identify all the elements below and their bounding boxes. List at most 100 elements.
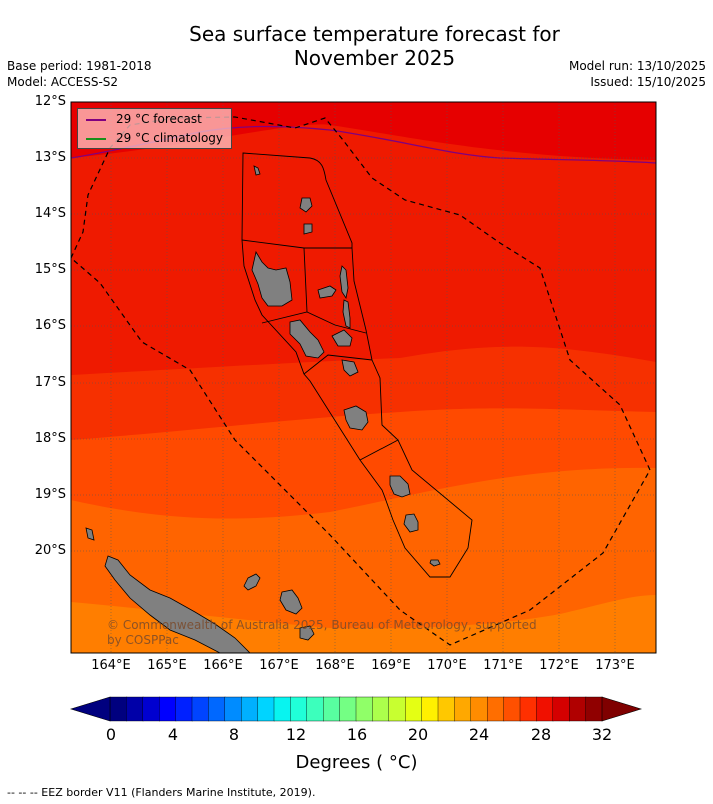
colorbar-segment xyxy=(126,696,144,722)
epi xyxy=(341,359,359,377)
copyright-line-1: © Commonwealth of Australia 2025, Bureau… xyxy=(107,618,537,632)
mare xyxy=(299,625,315,641)
legend-climatology-label: 29 °C climatology xyxy=(116,131,224,145)
lifou xyxy=(279,589,303,615)
efate xyxy=(343,405,369,431)
colorbar-tick: 4 xyxy=(167,725,179,744)
colorbar-tick: 24 xyxy=(468,725,490,744)
copyright-line-2: by COSPPac xyxy=(107,633,179,647)
lon-label: 172°E xyxy=(539,658,579,673)
legend-climatology: 29 °C climatology xyxy=(78,130,231,148)
colorbar-segment xyxy=(405,696,423,722)
colorbar-segment xyxy=(569,696,587,722)
colorbar-segment xyxy=(306,696,324,722)
loyalty-small xyxy=(85,527,95,541)
colorbar-segment xyxy=(519,696,538,722)
colorbar-segment xyxy=(339,696,357,722)
lon-label: 167°E xyxy=(259,658,299,673)
lat-label: 17°S xyxy=(34,375,66,390)
colorbar-segment xyxy=(175,696,193,722)
sst-field: © Commonwealth of Australia 2025, Bureau… xyxy=(71,102,656,653)
colorbar-tick: 0 xyxy=(105,725,117,744)
landmasses xyxy=(85,165,441,653)
torres xyxy=(253,165,261,176)
colorbar xyxy=(69,696,643,722)
colorbar-segment xyxy=(503,696,521,722)
maewo xyxy=(342,299,351,329)
colorbar-segment xyxy=(585,696,603,722)
pentecost xyxy=(339,265,349,300)
lat-label: 19°S xyxy=(34,487,66,502)
tanna xyxy=(403,513,419,533)
colorbar-tick: 28 xyxy=(530,725,552,744)
colorbar-segment xyxy=(421,696,439,722)
model-name: Model: ACCESS-S2 xyxy=(7,75,119,89)
colorbar-segment xyxy=(273,696,292,722)
vanua-lava xyxy=(303,223,313,235)
colorbar-segment xyxy=(355,696,374,722)
colorbar-segment xyxy=(470,696,488,722)
colorbar-segment xyxy=(240,696,259,722)
colorbar-tick: 16 xyxy=(346,725,368,744)
province-boundaries xyxy=(241,152,473,578)
colorbar-segment xyxy=(372,696,390,722)
map-frame xyxy=(70,101,657,654)
colorbar-segment xyxy=(257,696,275,722)
colorbar-segment xyxy=(290,696,308,722)
lat-label: 16°S xyxy=(34,318,66,333)
espiritu-santo xyxy=(251,250,293,307)
title-line-1: Sea surface temperature forecast for xyxy=(189,22,560,46)
colorbar-segment xyxy=(142,696,160,722)
colorbar-tick: 12 xyxy=(285,725,307,744)
lat-label: 14°S xyxy=(34,206,66,221)
new-caledonia xyxy=(104,555,251,653)
colorbar-segment xyxy=(158,696,177,722)
colorbar-tick: 20 xyxy=(407,725,429,744)
climatology-line-swatch xyxy=(86,138,106,140)
lon-label: 168°E xyxy=(315,658,355,673)
colorbar-segment xyxy=(109,696,128,722)
malekula xyxy=(289,319,325,359)
base-period: Base period: 1981-2018 xyxy=(7,59,152,73)
model-info: Base period: 1981-2018 Model: ACCESS-S2 xyxy=(7,58,152,90)
colorbar-segment xyxy=(191,696,210,722)
gaua xyxy=(299,197,313,213)
lon-label: 166°E xyxy=(203,658,243,673)
lon-label: 164°E xyxy=(91,658,131,673)
colorbar-over-arrow xyxy=(601,696,643,722)
colorbar-segment xyxy=(536,696,554,722)
forecast-line-swatch xyxy=(86,119,106,121)
lon-label: 165°E xyxy=(147,658,187,673)
legend: 29 °C forecast 29 °C climatology xyxy=(77,108,232,149)
run-info: Model run: 13/10/2025 Issued: 15/10/2025 xyxy=(569,58,706,90)
colorbar-segment xyxy=(208,696,226,722)
lon-label: 171°E xyxy=(483,658,523,673)
sst-band-4 xyxy=(71,467,656,653)
colorbar-segment xyxy=(437,696,456,722)
model-run: Model run: 13/10/2025 xyxy=(568,59,706,73)
lon-label: 173°E xyxy=(595,658,635,673)
lon-label: 170°E xyxy=(427,658,467,673)
ambae xyxy=(317,285,337,299)
colorbar-segment xyxy=(454,696,472,722)
colorbar-under-arrow xyxy=(69,696,111,722)
lat-label: 18°S xyxy=(34,431,66,446)
lat-label: 20°S xyxy=(34,543,66,558)
lat-label: 12°S xyxy=(34,94,66,109)
legend-forecast-label: 29 °C forecast xyxy=(116,112,202,126)
colorbar-segment xyxy=(487,696,505,722)
erromango xyxy=(389,475,411,498)
issued-date: Issued: 15/10/2025 xyxy=(590,75,706,89)
colorbar-segment xyxy=(323,696,341,722)
ouvea xyxy=(243,573,261,591)
lon-label: 169°E xyxy=(371,658,411,673)
colorbar-tick: 8 xyxy=(228,725,240,744)
ambrym xyxy=(331,329,353,347)
lat-label: 13°S xyxy=(34,150,66,165)
colorbar-tick: 32 xyxy=(591,725,613,744)
colorbar-segment xyxy=(224,696,242,722)
title-line-2: November 2025 xyxy=(293,46,456,70)
map-title: Sea surface temperature forecast for Nov… xyxy=(0,22,713,70)
colorbar-segment xyxy=(552,696,570,722)
